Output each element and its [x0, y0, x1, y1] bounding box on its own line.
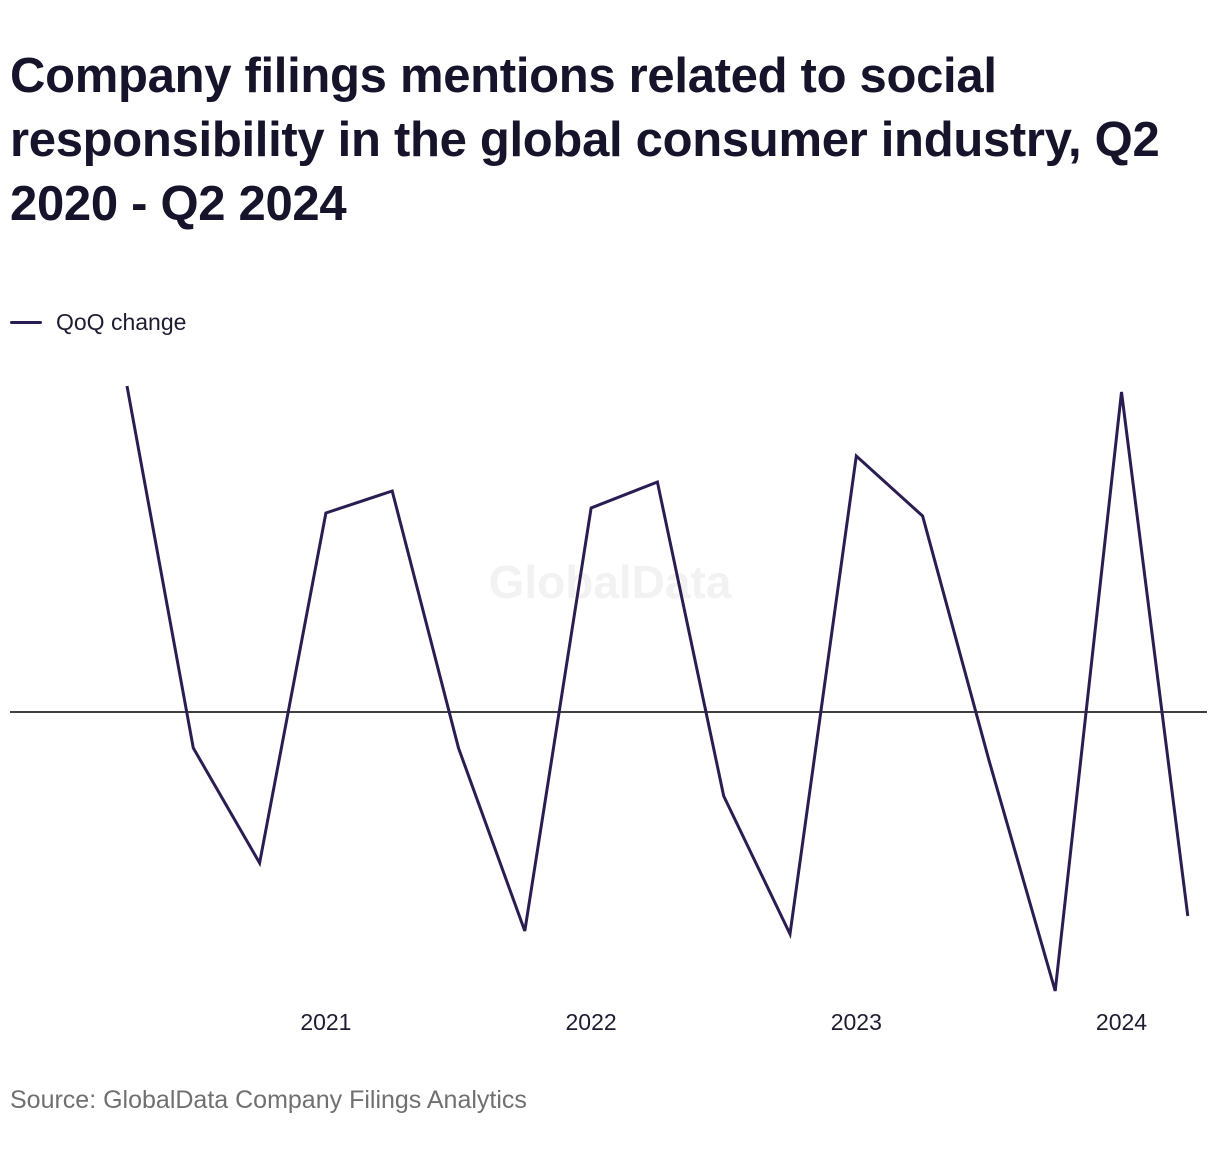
- x-tick-label: 2021: [300, 1009, 351, 1035]
- legend-swatch: [10, 320, 42, 324]
- x-tick-label: 2024: [1096, 1009, 1147, 1035]
- series-line: [125, 385, 1190, 992]
- legend: QoQ change: [10, 306, 186, 338]
- x-axis-ticks: 2021 2022 2023 2024: [300, 1009, 1147, 1035]
- watermark: GlobalData: [489, 556, 732, 608]
- x-tick-label: 2023: [831, 1009, 882, 1035]
- x-tick-label: 2022: [566, 1009, 617, 1035]
- source-note: Source: GlobalData Company Filings Analy…: [10, 1086, 527, 1114]
- legend-label: QoQ change: [56, 308, 187, 335]
- chart-title: Company filings mentions related to soci…: [10, 49, 1160, 231]
